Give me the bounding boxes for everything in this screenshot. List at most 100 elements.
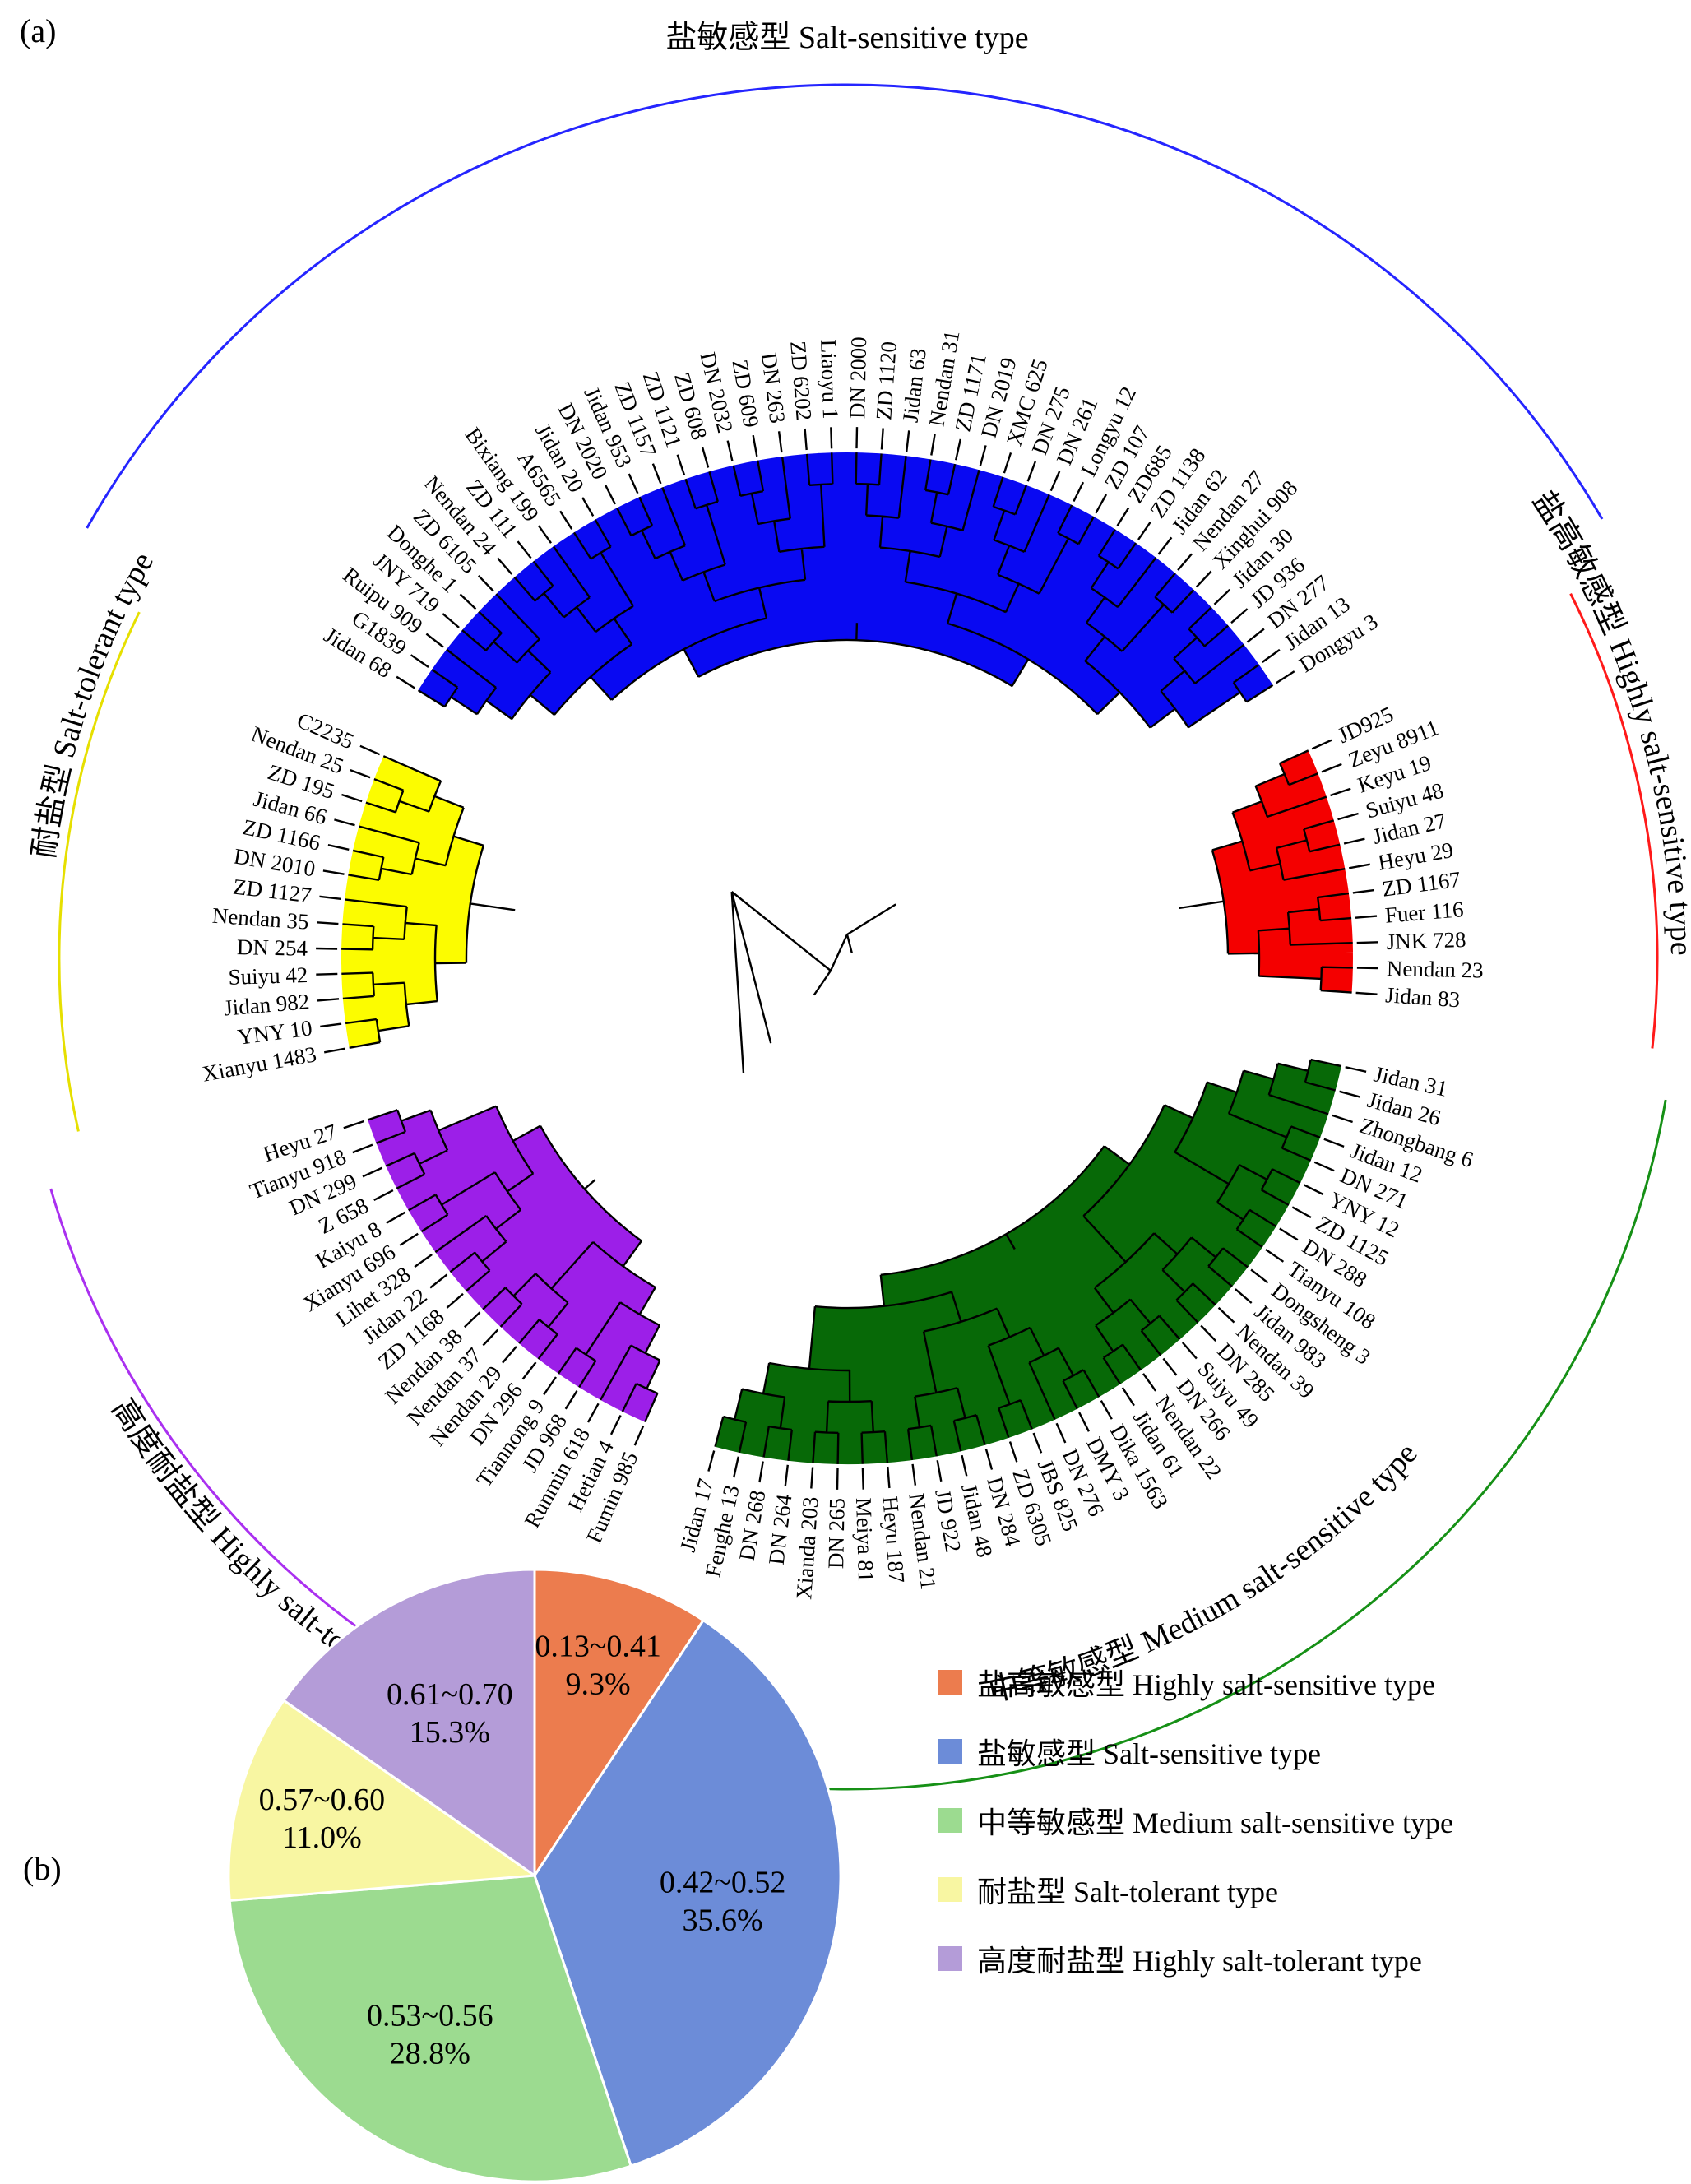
- leaf-tick: [482, 1328, 499, 1347]
- leaf-tick: [676, 454, 686, 475]
- leaf-tick: [1121, 1387, 1135, 1407]
- leaf-tick: [502, 1346, 517, 1364]
- leaf-tick: [543, 1376, 557, 1396]
- leaf-tick: [855, 427, 859, 449]
- leaf-tick: [343, 1120, 364, 1129]
- leaf-tick: [359, 744, 381, 756]
- leaf-tick: [559, 510, 573, 530]
- legend-swatch-orange: [938, 1670, 962, 1695]
- leaf-tick: [442, 613, 460, 628]
- leaf-tick: [1200, 1324, 1217, 1342]
- leaf-label: Meiya 81: [851, 1497, 878, 1583]
- leaf-tick: [316, 947, 338, 950]
- leaf-tick: [830, 427, 833, 449]
- leaf-label: Fuer 116: [1384, 897, 1465, 928]
- leaf-tick: [396, 675, 415, 689]
- pie-label-0: 0.13~0.41 9.3%: [535, 1630, 661, 1702]
- leaf-tick: [373, 1189, 394, 1201]
- leaf-tick: [984, 1449, 994, 1470]
- leaf-tick: [1332, 1114, 1353, 1124]
- wedge-medium-salt-sensitive: [715, 1060, 1341, 1465]
- leaf-tick: [586, 1403, 600, 1423]
- leaf-tick: [758, 1461, 764, 1483]
- leaf-tick: [810, 1467, 814, 1489]
- wedge-highly-salt-tolerant: [368, 1106, 660, 1422]
- leaf-tick: [1356, 941, 1378, 944]
- leaf-tick: [1355, 915, 1378, 919]
- leaf-tick: [628, 473, 639, 494]
- leaf-tick: [955, 438, 961, 461]
- leaf-tick: [784, 1464, 789, 1486]
- legend-swatch-yellow: [938, 1877, 962, 1902]
- leaf-tick: [341, 793, 363, 803]
- legend-swatch-blue: [938, 1739, 962, 1764]
- leaf-tick: [581, 497, 595, 517]
- leaf-tick: [1330, 787, 1351, 797]
- leaf-label: Nendan 23: [1387, 956, 1484, 982]
- leaf-label: DN 2000: [845, 336, 871, 419]
- pie-slice-2: [228, 1874, 632, 2183]
- leaf-tick: [429, 1273, 448, 1289]
- salt-sensitive-title-en: Salt-sensitive type: [798, 21, 1029, 55]
- leaf-tick: [1291, 1206, 1312, 1219]
- leaf-label: Suiyu 42: [228, 962, 308, 990]
- leaf-label: ZD 1120: [871, 341, 901, 421]
- wedge-salt-sensitive: [418, 452, 1273, 728]
- leaf-label: Xianda 203: [791, 1495, 822, 1600]
- leaf-tick: [410, 654, 429, 668]
- leaf-tick: [1095, 494, 1108, 514]
- leaf-tick: [323, 1047, 346, 1054]
- leaf-tick: [1177, 553, 1193, 571]
- leaf-tick: [399, 1232, 419, 1246]
- leaf-ticks: [316, 427, 1378, 1490]
- legend-item-highly-salt-tolerant: 高度耐盐型 Highly salt-tolerant type: [938, 1945, 1422, 1978]
- leaf-tick: [1213, 588, 1231, 605]
- leaf-tick: [1343, 837, 1365, 845]
- leaf-tick: [1262, 648, 1281, 663]
- panel-a-tag: (a): [20, 12, 57, 49]
- group-label-highly-salt-sensitive: 盐高敏感型 Highly salt-sensitive type: [1526, 485, 1691, 955]
- tree-highly-salt-sensitive: [1179, 749, 1353, 994]
- leaf-tick: [1303, 1184, 1324, 1196]
- leaf-tick: [319, 895, 341, 900]
- leaf-tick: [334, 818, 355, 827]
- leaf-tick: [317, 998, 340, 1002]
- group-arc-salt-tolerant: [58, 611, 141, 1132]
- leaf-label: Jidan 83: [1384, 982, 1461, 1012]
- leaf-tick: [1195, 570, 1212, 588]
- leaf-tick: [701, 447, 710, 468]
- leaf-tick: [1032, 1432, 1043, 1454]
- leaf-tick: [733, 1456, 739, 1478]
- leaf-tick: [752, 434, 758, 457]
- salt-sensitive-title-zh: 盐敏感型: [665, 21, 791, 55]
- leaf-tick: [936, 1459, 943, 1482]
- leaf-tick: [1137, 521, 1151, 540]
- leaf-tick: [459, 593, 477, 610]
- tree-highly-salt-tolerant: [367, 1105, 661, 1423]
- leaf-tick: [979, 445, 987, 466]
- tree-salt-sensitive: [417, 452, 1274, 729]
- leaf-label: JNK 728: [1386, 927, 1466, 954]
- leaf-tick: [961, 1454, 968, 1477]
- leaf-tick: [327, 844, 350, 851]
- leaf-tick: [1230, 608, 1249, 624]
- leaf-tick: [1348, 863, 1371, 869]
- leaf-tick: [477, 574, 494, 592]
- leaf-tick: [1008, 1441, 1018, 1463]
- pie-slice-3: [227, 1699, 536, 1902]
- pie-chart: 0.13~0.41 9.3% 0.42~0.52 35.6% 0.53~0.56 28.8…: [227, 1568, 842, 2183]
- leaf-tick: [609, 1414, 622, 1435]
- leaf-tick: [633, 1425, 645, 1446]
- leaf-tick: [1337, 812, 1359, 821]
- legend-label: 盐高敏感型 Highly salt-sensitive type: [977, 1668, 1435, 1701]
- leaf-label: Heyu 187: [878, 1495, 909, 1584]
- leaf-tick: [352, 1143, 373, 1154]
- leaf-tick: [1345, 1066, 1367, 1073]
- leaf-tick: [1073, 481, 1085, 503]
- leaf-tick: [425, 633, 444, 648]
- legend-swatch-green: [938, 1808, 962, 1833]
- legend-label: 高度耐盐型 Highly salt-tolerant type: [977, 1945, 1422, 1978]
- leaf-tick: [317, 921, 339, 925]
- leaf-tick: [1339, 1090, 1360, 1098]
